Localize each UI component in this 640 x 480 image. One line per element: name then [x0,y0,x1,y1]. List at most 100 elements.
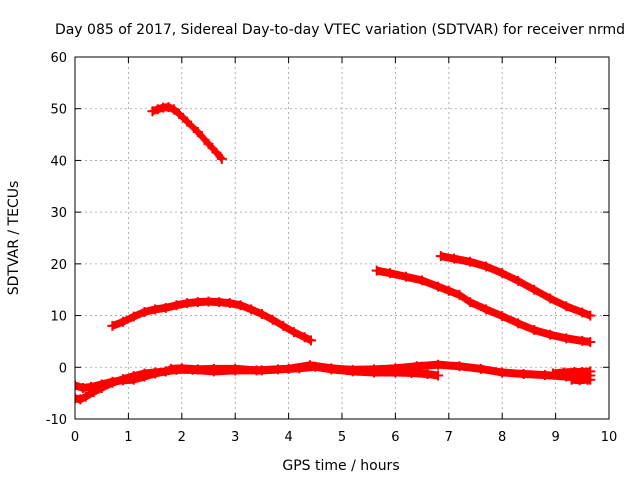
data-point [203,138,214,149]
data-point [163,102,174,113]
data-point [139,306,150,317]
data-point [454,361,465,372]
data-point [96,379,107,390]
series-2 [371,265,596,347]
series-1-trace [108,297,314,344]
data-point [214,297,225,308]
data-point [147,106,158,117]
x-tick-label: 8 [498,430,506,445]
data-point [433,359,444,370]
data-point [78,382,89,393]
data-point [208,366,219,377]
x-tick-label: 4 [284,430,292,445]
chart-title: Day 085 of 2017, Sidereal Day-to-day VTE… [55,22,625,38]
data-point [118,375,129,386]
data-point [371,265,382,276]
data-point [561,333,572,344]
data-point [267,314,278,325]
data-point [118,316,129,327]
data-point [518,369,529,380]
data-point [577,307,588,318]
data-point [75,393,80,404]
data-point [139,371,150,382]
data-point [529,325,540,336]
data-point [160,366,171,377]
y-tick-label: -10 [46,413,67,428]
data-point [174,108,185,119]
data-point [585,310,596,321]
data-point [481,304,492,315]
data-point [454,289,465,300]
data-point [558,367,569,378]
data-point [435,251,446,262]
data-point [497,311,508,322]
data-point [171,364,182,375]
data-point [449,253,460,264]
data-point [585,374,596,385]
data-point [182,298,193,309]
data-point [513,318,524,329]
data-point [192,297,203,308]
series-0 [147,102,227,164]
data-point [304,360,315,371]
data-point [235,300,246,311]
data-point [347,364,358,375]
data-point [497,367,508,378]
data-point [150,304,161,315]
data-point [278,320,289,331]
x-tick-label: 6 [391,430,399,445]
x-tick-label: 3 [231,430,239,445]
data-point [187,364,198,375]
y-tick-label: 60 [50,51,67,66]
data-point [128,374,139,385]
series-3 [435,251,596,321]
data-point [107,376,118,387]
data-point [585,336,596,347]
data-point [513,275,524,286]
data-point [417,275,428,286]
series-5 [75,359,596,393]
data-point [216,153,227,164]
y-tick-label: 40 [50,154,67,169]
data-point [545,293,556,304]
data-point [152,104,163,115]
plot-area [75,102,596,405]
x-tick-label: 1 [124,430,132,445]
data-point [475,363,486,374]
y-tick-label: 30 [50,206,67,221]
grid [75,57,609,419]
data-point [481,261,492,272]
data-point [230,365,241,376]
data-point [171,300,182,311]
axis-ticks: 0 1 2 3 4 5 6 7 8 9 10 -10 0 10 20 30 40 50 60 [46,51,618,445]
data-point [326,363,337,374]
data-point [306,335,317,346]
data-point [203,296,214,307]
y-axis-label: SDTVAR / TECUs [6,181,22,296]
y-tick-label: 0 [59,361,67,376]
data-point [168,104,179,115]
x-tick-label: 2 [178,430,186,445]
data-point [577,335,588,346]
data-point [497,268,508,279]
data-point [288,327,299,338]
series-7 [566,374,596,386]
x-tick-label: 9 [551,430,559,445]
x-tick-label: 7 [445,430,453,445]
y-tick-label: 20 [50,258,67,273]
data-point [160,302,171,313]
data-point [150,368,161,379]
data-point [224,298,235,309]
data-point [547,368,558,379]
data-point [465,256,476,267]
x-tick-label: 10 [601,430,618,445]
data-point [211,147,222,158]
x-tick-label: 0 [71,430,79,445]
data-point [401,271,412,282]
data-point [465,297,476,308]
data-point [80,391,91,402]
series-6 [547,366,596,379]
data-point [443,285,454,296]
data-point [75,394,86,405]
data-point [433,370,444,381]
